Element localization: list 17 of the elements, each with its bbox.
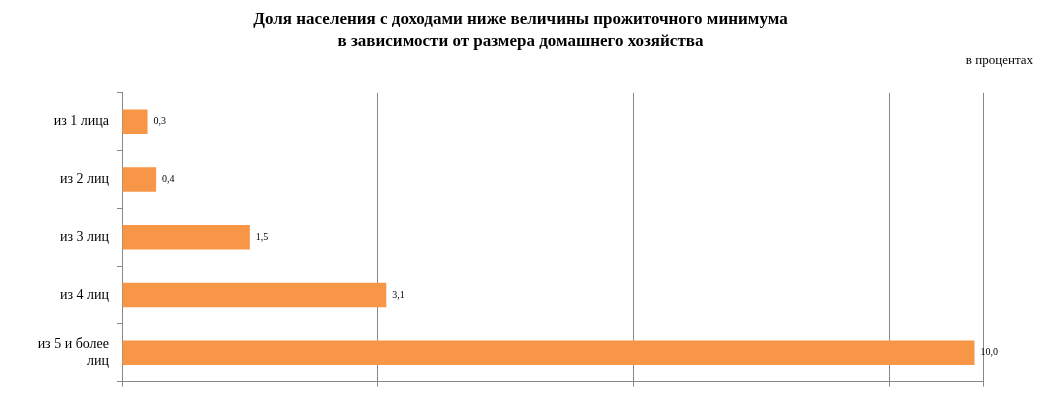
text: в процентах (964, 52, 1033, 68)
bar (122, 340, 975, 365)
y-tick-label: из 2 лиц (60, 171, 110, 187)
bar (122, 167, 157, 192)
bar (122, 224, 250, 250)
data-label: 3,1 (392, 288, 405, 300)
chart-title: Доля населения с доходами ниже величины прожиточного минимума в зависимости от размера домашнего хозяйства (252, 8, 789, 52)
data-label: 0,3 (153, 115, 167, 127)
bar (122, 282, 387, 308)
bar (122, 109, 148, 134)
data-label: 1,5 (255, 230, 269, 242)
y-tick-label: из 1 лица (53, 113, 110, 129)
data-label: 10,0 (980, 346, 998, 358)
data-label: 0,4 (162, 173, 175, 185)
y-tick-label: из 3 лиц (60, 228, 110, 244)
y-tick-label: из 4 лиц (60, 286, 110, 302)
y-tick-label: из 5 и более лиц (37, 335, 110, 368)
